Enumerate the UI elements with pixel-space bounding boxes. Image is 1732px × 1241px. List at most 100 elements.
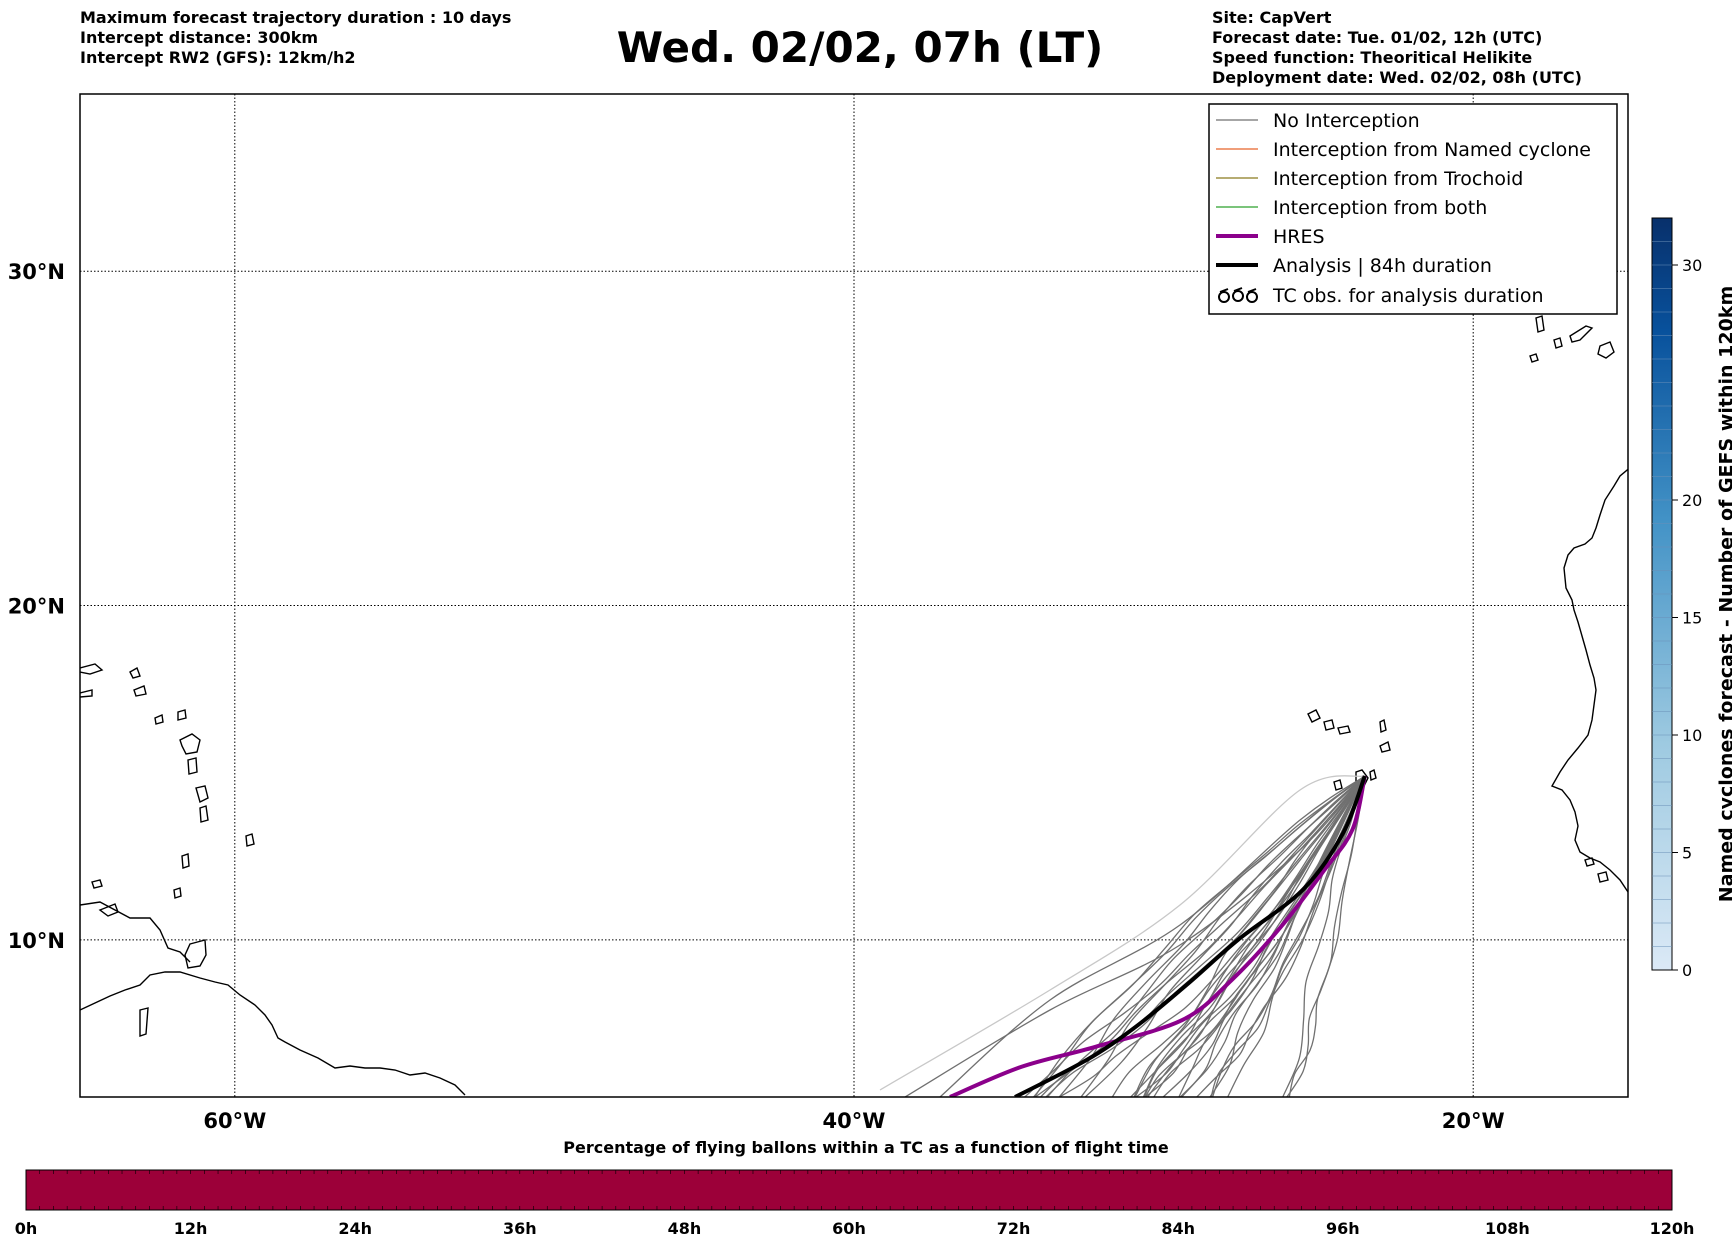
coastline-guadeloupe — [179, 733, 201, 755]
coastline-island-2 — [139, 1007, 149, 1037]
ensemble-track — [1227, 775, 1366, 1097]
coastline-canary-5 — [1529, 353, 1539, 363]
coastline-puerto-rico — [80, 663, 104, 675]
header-line-distance: Intercept distance: 300km — [80, 28, 319, 47]
ensemble-track-long — [904, 775, 1366, 1097]
bottom-colorbar-tick-label: 48h — [668, 1219, 702, 1238]
header-left: Maximum forecast trajectory duration : 1… — [80, 8, 511, 68]
coastline-canary-2 — [1553, 337, 1563, 349]
header-right: Site: CapVert Forecast date: Tue. 01/02,… — [1212, 8, 1582, 88]
bottom-colorbar-tick-label: 60h — [832, 1219, 866, 1238]
coastline-canary-3 — [1569, 325, 1594, 343]
coastline-island-4 — [129, 666, 141, 679]
coastline-trinidad — [184, 939, 207, 969]
ensemble-track — [1024, 775, 1366, 1097]
coastline-cape-verde-sal — [1379, 718, 1387, 733]
ensemble-trajectories — [879, 775, 1366, 1097]
coastline-island-1 — [98, 903, 119, 917]
bottom-colorbar-tick-label: 0h — [15, 1219, 38, 1238]
colorbar-right: 0 5 10 15 20 30 Named cyclones forecast - Num… — [1651, 217, 1732, 980]
lon-tick-label: 20°W — [1442, 1109, 1505, 1133]
ensemble-track-long — [879, 775, 1365, 1091]
coastline-cape-verde-sao-vicente — [1323, 719, 1335, 731]
legend-label-tc-obs: TC obs. for analysis duration — [1272, 285, 1544, 307]
coastline-west-africa — [1550, 468, 1628, 893]
map-grid — [80, 94, 1628, 1097]
ensemble-track — [1058, 775, 1366, 1097]
legend: No Interception Interception from Named … — [1208, 103, 1618, 315]
lat-tick-label: 10°N — [8, 929, 65, 953]
bottom-colorbar-tick-label: 108h — [1485, 1219, 1530, 1238]
coastline-venezuela-west — [80, 901, 191, 963]
header-line-speed-function: Speed function: Theoritical Helikite — [1212, 48, 1533, 67]
hres-trajectory — [949, 775, 1367, 1097]
coastline-bissagos-1 — [1584, 857, 1595, 867]
header-line-intercept: Intercept RW2 (GFS): 12km/h2 — [80, 48, 356, 67]
coastline-canary-4 — [1597, 341, 1615, 359]
bottom-colorbar-tick-label: 120h — [1650, 1219, 1695, 1238]
bottom-colorbar-tick-label: 36h — [503, 1219, 537, 1238]
bottom-colorbar-tick-label: 96h — [1326, 1219, 1360, 1238]
coastline-island-12 — [173, 887, 182, 899]
colorbar-right-tick-label: 20 — [1682, 491, 1702, 510]
axis-labels: 60°W 40°W 20°W 30°N 20°N 10°N — [8, 260, 1505, 1133]
legend-label-both: Interception from both — [1273, 197, 1487, 219]
coastline-island-8 — [187, 757, 198, 775]
ensemble-track — [1179, 775, 1366, 1097]
bottom-colorbar: Percentage of flying ballons within a TC… — [15, 1138, 1695, 1238]
bottom-colorbar-tick-label: 84h — [1161, 1219, 1195, 1238]
coastline-island-5 — [133, 685, 147, 697]
ensemble-track — [1209, 775, 1366, 1097]
coastline-south-america — [80, 971, 466, 1096]
ensemble-track — [1144, 775, 1366, 1097]
bottom-colorbar-tick-label: 12h — [174, 1219, 208, 1238]
map-title: Wed. 02/02, 07h (LT) — [616, 23, 1104, 72]
legend-label-named-cyclone: Interception from Named cyclone — [1273, 139, 1591, 161]
lon-tick-label: 60°W — [203, 1109, 266, 1133]
coastline-island-7 — [177, 709, 187, 721]
colorbar-right-tick-label: 0 — [1682, 961, 1692, 980]
tc-symbol-icon — [1218, 287, 1258, 303]
bottom-colorbar-tick-label: 72h — [997, 1219, 1031, 1238]
coastline-cape-verde-maio — [1369, 768, 1377, 781]
ensemble-track — [1178, 775, 1366, 1097]
coastline-cape-verde-boa-vista — [1379, 740, 1391, 753]
bottom-colorbar-ticks: 0h 12h 24h 36h 48h 60h 72h 84h 96h 108h 120h — [15, 1219, 1695, 1238]
legend-label-analysis: Analysis | 84h duration — [1273, 255, 1492, 277]
header-line-site: Site: CapVert — [1212, 8, 1332, 27]
colorbar-right-tick-label: 5 — [1682, 844, 1692, 863]
legend-label-hres: HRES — [1273, 226, 1325, 248]
coastline-cape-verde-santo-antao — [1307, 709, 1321, 723]
bottom-colorbar-minor-ticks — [39, 1170, 1659, 1210]
ensemble-track — [1111, 775, 1366, 1097]
colorbar-right-tick-label: 30 — [1682, 256, 1702, 275]
bottom-colorbar-title: Percentage of flying ballons within a TC… — [563, 1138, 1169, 1157]
legend-box — [1208, 103, 1618, 315]
ensemble-track — [1034, 775, 1366, 1097]
ensemble-track — [1135, 775, 1366, 1097]
lat-tick-label: 30°N — [8, 260, 65, 284]
header-line-forecast-date: Forecast date: Tue. 01/02, 12h (UTC) — [1212, 28, 1543, 47]
coastline-island-9 — [199, 805, 209, 823]
map-frame — [79, 93, 1629, 1098]
analysis-trajectory — [1014, 775, 1367, 1097]
legend-label-no-interception: No Interception — [1273, 110, 1420, 132]
coastline-island-11 — [91, 879, 103, 889]
coastline-barbados — [245, 833, 255, 847]
colorbar-right-tick-label: 10 — [1682, 726, 1702, 745]
bottom-colorbar-tick-label: 24h — [338, 1219, 372, 1238]
colorbar-right-tick-label: 15 — [1682, 609, 1702, 628]
ensemble-track-long — [939, 775, 1366, 1097]
coastline-island-10 — [181, 853, 190, 869]
colorbar-right-ticks: 0 5 10 15 20 30 — [1652, 241, 1702, 980]
lat-tick-label: 20°N — [8, 595, 65, 619]
bottom-colorbar-fill — [25, 1169, 1673, 1211]
coastline-bissagos-2 — [1597, 871, 1609, 883]
ensemble-track — [1134, 775, 1366, 1097]
coastline-cape-verde-fogo — [1333, 779, 1343, 791]
lon-tick-label: 40°W — [823, 1109, 886, 1133]
legend-label-trochoid: Interception from Trochoid — [1273, 168, 1523, 190]
coastline-martinique — [195, 785, 209, 804]
ensemble-track — [1286, 775, 1366, 1097]
